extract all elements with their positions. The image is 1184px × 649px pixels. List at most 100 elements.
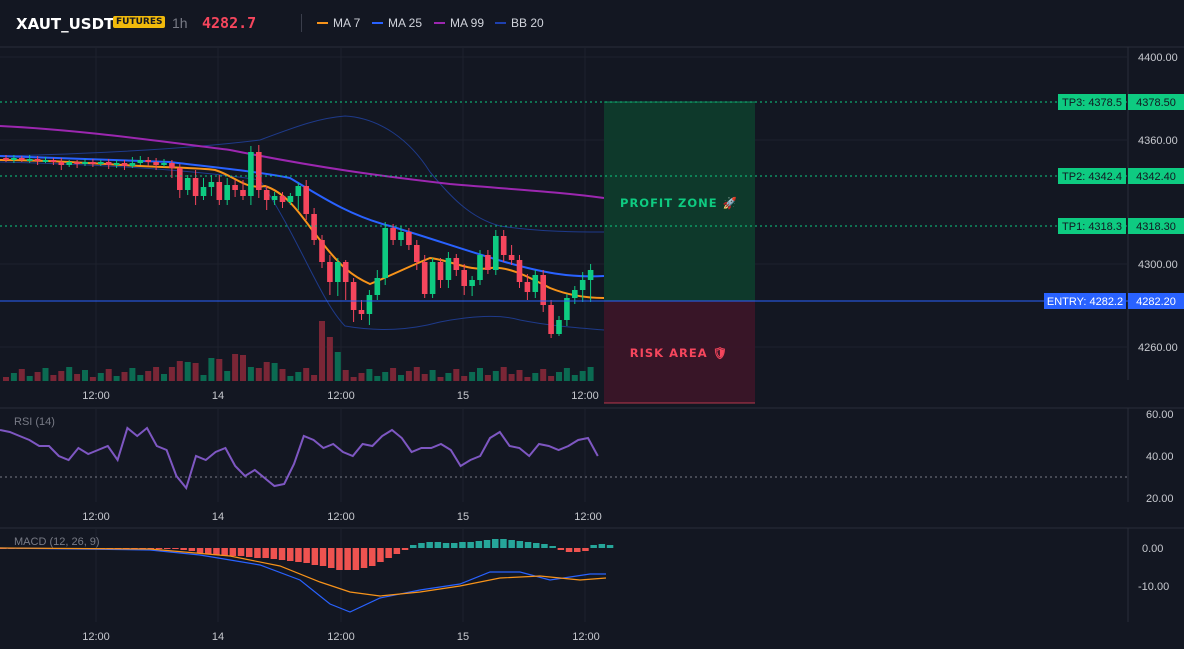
- candle-body[interactable]: [34, 159, 41, 161]
- candle-body[interactable]: [50, 160, 57, 162]
- candle-body[interactable]: [414, 245, 420, 262]
- candle-body[interactable]: [516, 260, 523, 282]
- candle-body[interactable]: [42, 160, 49, 162]
- candlesticks[interactable]: [3, 145, 594, 338]
- candle-body[interactable]: [90, 162, 96, 164]
- candle-body[interactable]: [453, 258, 460, 270]
- candle-body[interactable]: [390, 228, 396, 240]
- candle-body[interactable]: [437, 262, 444, 280]
- candle-body[interactable]: [129, 163, 136, 166]
- candle-body[interactable]: [350, 282, 357, 310]
- candle-body[interactable]: [335, 262, 341, 282]
- interval-label[interactable]: 1h: [172, 15, 188, 31]
- volume-bar: [26, 376, 33, 381]
- candle-body[interactable]: [161, 163, 167, 165]
- candle-body[interactable]: [508, 255, 515, 260]
- volume-bar: [216, 359, 223, 381]
- price-axis[interactable]: 4400.00 4360.00 4300.00 4260.00: [1138, 52, 1178, 354]
- candle-body[interactable]: [177, 168, 183, 190]
- candle-body[interactable]: [26, 159, 33, 161]
- volume-bar: [18, 369, 25, 381]
- candle-body[interactable]: [382, 228, 388, 278]
- rsi-tick: 40.00: [1146, 451, 1174, 463]
- candle-body[interactable]: [271, 196, 278, 200]
- legend-ma25[interactable]: MA 25: [372, 16, 422, 30]
- candle-body[interactable]: [216, 182, 223, 200]
- candle-body[interactable]: [564, 298, 570, 320]
- entry-price-tag: 4282.20: [1128, 293, 1184, 309]
- candle-body[interactable]: [477, 255, 483, 280]
- candle-body[interactable]: [524, 282, 531, 292]
- candle-body[interactable]: [532, 275, 539, 292]
- candle-body[interactable]: [105, 162, 112, 165]
- candle-body[interactable]: [287, 196, 294, 202]
- candle-body[interactable]: [406, 232, 412, 245]
- candle-body[interactable]: [98, 162, 104, 164]
- candle-body[interactable]: [153, 162, 159, 165]
- legend-ma7[interactable]: MA 7: [317, 16, 360, 30]
- candle-body[interactable]: [200, 187, 207, 196]
- rsi-title: RSI (14): [14, 416, 55, 428]
- candle-body[interactable]: [192, 178, 199, 196]
- macd-histogram-bar: [508, 540, 515, 548]
- candle-body[interactable]: [429, 262, 436, 294]
- candle-body[interactable]: [248, 152, 254, 196]
- candle-body[interactable]: [366, 295, 373, 314]
- candle-body[interactable]: [121, 163, 128, 166]
- candle-body[interactable]: [263, 190, 270, 200]
- candle-body[interactable]: [169, 163, 175, 168]
- candle-body[interactable]: [556, 320, 562, 334]
- candle-body[interactable]: [208, 182, 215, 187]
- candle-body[interactable]: [358, 310, 365, 314]
- candle-body[interactable]: [184, 178, 191, 190]
- candle-body[interactable]: [232, 185, 238, 190]
- rsi-time-tick: 12:00: [82, 511, 110, 523]
- candle-body[interactable]: [145, 160, 151, 162]
- candle-body[interactable]: [303, 186, 309, 214]
- candle-body[interactable]: [461, 270, 467, 286]
- candle-body[interactable]: [137, 160, 144, 163]
- candle-body[interactable]: [74, 162, 80, 164]
- candle-body[interactable]: [500, 236, 507, 255]
- candle-body[interactable]: [256, 152, 262, 190]
- candle-body[interactable]: [485, 255, 491, 270]
- candle-body[interactable]: [113, 163, 120, 165]
- macd-panel[interactable]: MACD (12, 26, 9) 0.00 -10.00 12:00 14 12…: [0, 536, 1169, 643]
- macd-histogram-bar: [229, 548, 237, 556]
- candle-body[interactable]: [493, 236, 499, 270]
- candle-body[interactable]: [587, 270, 594, 280]
- candle-body[interactable]: [469, 280, 475, 286]
- macd-histogram-bar: [541, 544, 548, 548]
- volume-bar: [105, 369, 112, 381]
- symbol-name[interactable]: XAUT_USDT: [16, 15, 115, 33]
- candle-body[interactable]: [11, 158, 17, 160]
- candle-body[interactable]: [572, 290, 578, 298]
- candle-body[interactable]: [374, 278, 381, 295]
- candle-body[interactable]: [579, 280, 586, 290]
- candle-body[interactable]: [66, 162, 72, 165]
- legend-bb20[interactable]: BB 20: [495, 16, 544, 30]
- candle-body[interactable]: [327, 262, 333, 282]
- macd-signal-line: [0, 547, 607, 597]
- candle-body[interactable]: [279, 196, 286, 202]
- candle-body[interactable]: [548, 305, 554, 334]
- candle-body[interactable]: [240, 190, 246, 196]
- candle-body[interactable]: [342, 262, 349, 282]
- candle-body[interactable]: [311, 214, 317, 240]
- candle-body[interactable]: [3, 158, 9, 160]
- candle-body[interactable]: [540, 275, 546, 305]
- candle-body[interactable]: [445, 258, 452, 280]
- candle-body[interactable]: [58, 162, 65, 165]
- candle-body[interactable]: [319, 240, 325, 262]
- candle-body[interactable]: [295, 186, 302, 196]
- candle-body[interactable]: [19, 158, 25, 160]
- candle-body[interactable]: [398, 232, 404, 240]
- volume-bar: [271, 363, 278, 381]
- rsi-panel[interactable]: RSI (14) 60.00 40.00 20.00 12:00 14 12:0…: [0, 409, 1174, 523]
- legend-ma99[interactable]: MA 99: [434, 16, 484, 30]
- candle-body[interactable]: [82, 162, 88, 164]
- candle-body[interactable]: [421, 262, 428, 294]
- candle-body[interactable]: [224, 185, 230, 200]
- bb-upper-line: [0, 115, 605, 233]
